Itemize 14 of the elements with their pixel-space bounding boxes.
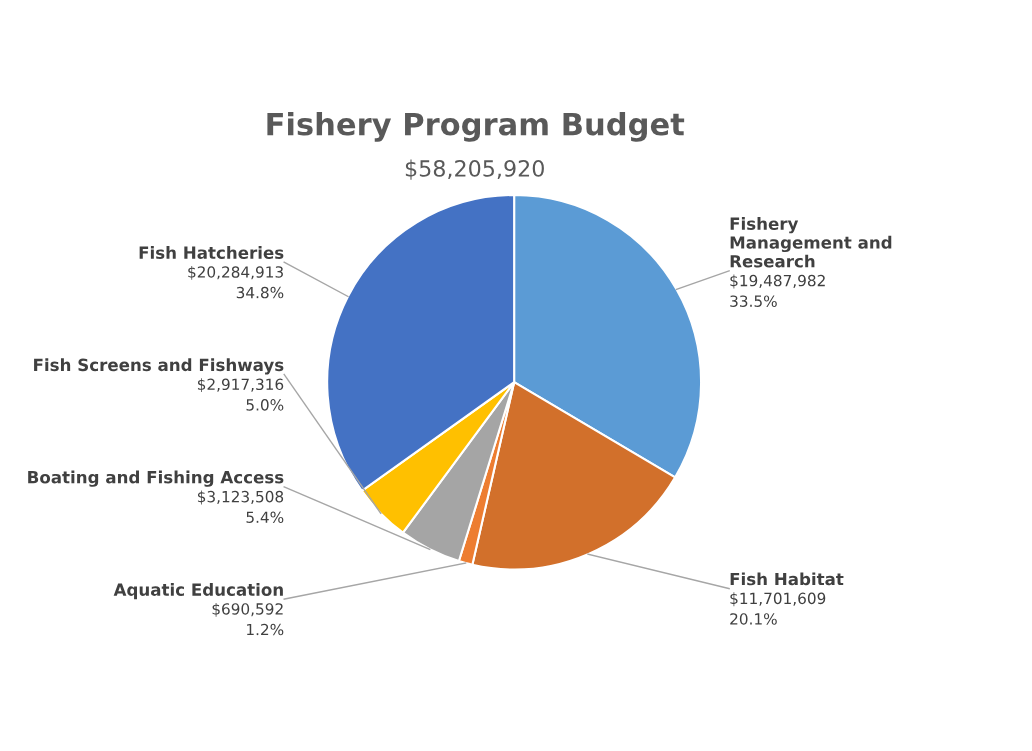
data-label: $19,487,982 33.5% [730,274,825,307]
slice-label: Aquatic Education [113,583,283,600]
slice-label: Fish Screens and Fishways [34,358,284,375]
slice-label: Fish Habitat [730,572,844,586]
data-label: $2,917,316 5.0% [197,378,284,411]
data-label: $11,701,609 20.1% [730,592,826,625]
data-label: $20,284,913 34.8% [188,265,284,299]
chart-subtitle: $58,205,920 [405,159,544,180]
data-label: $3,123,508 5.4% [197,490,284,523]
slice-label: Fish Hatcheries [139,246,284,259]
data-label: $690,592 1.2% [212,602,284,636]
chart-title: Fishery Program Budget [267,111,685,142]
slice-label: Boating and Fishing Access [28,470,284,487]
slice-label: Fishery Management and Research [730,217,892,268]
